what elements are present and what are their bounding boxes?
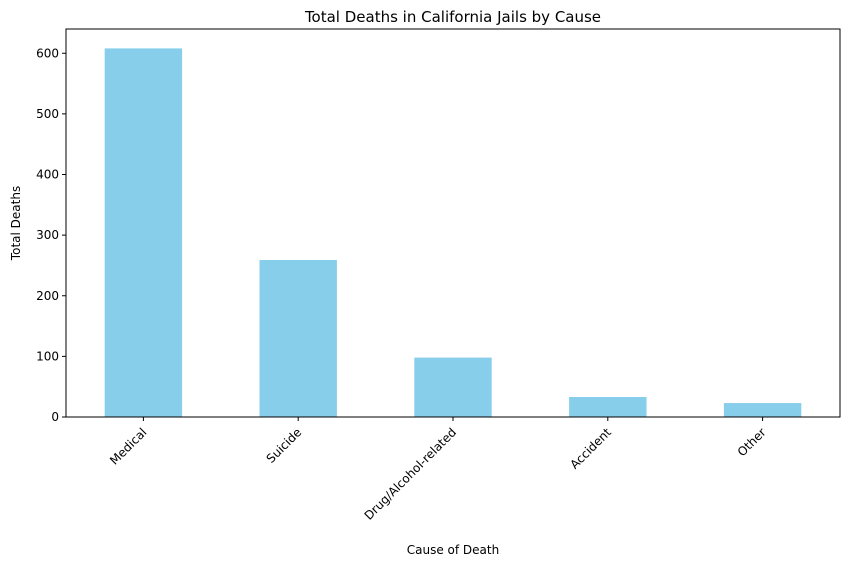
x-tick-label: Drug/Alcohol-related: [362, 425, 460, 523]
x-tick-label: Other: [735, 425, 769, 459]
y-tick-label: 500: [36, 107, 59, 121]
y-axis-ticks: 0 100 200 300 400 500 600: [36, 46, 66, 424]
x-tick-label: Suicide: [264, 425, 305, 466]
y-tick-label: 300: [36, 228, 59, 242]
y-tick-label: 200: [36, 289, 59, 303]
x-tick-label: Medical: [107, 425, 149, 467]
bar-medical: [104, 48, 183, 418]
bar-accident: [569, 396, 647, 417]
y-axis-label: Total Deaths: [9, 186, 23, 261]
x-tick-label: Accident: [567, 425, 614, 472]
bar-drug-alcohol-related: [414, 357, 492, 417]
x-axis-ticks: Medical Suicide Drug/Alcohol-related Accide…: [107, 417, 769, 523]
chart-title: Total Deaths in California Jails by Caus…: [304, 8, 601, 26]
y-tick-label: 100: [36, 349, 59, 363]
bars-layer: [104, 48, 802, 418]
x-axis-label: Cause of Death: [407, 543, 499, 557]
bar-suicide: [259, 259, 337, 417]
y-tick-label: 600: [36, 46, 59, 60]
y-tick-label: 0: [51, 410, 59, 424]
bar-other: [723, 403, 802, 417]
y-tick-label: 400: [36, 168, 59, 182]
